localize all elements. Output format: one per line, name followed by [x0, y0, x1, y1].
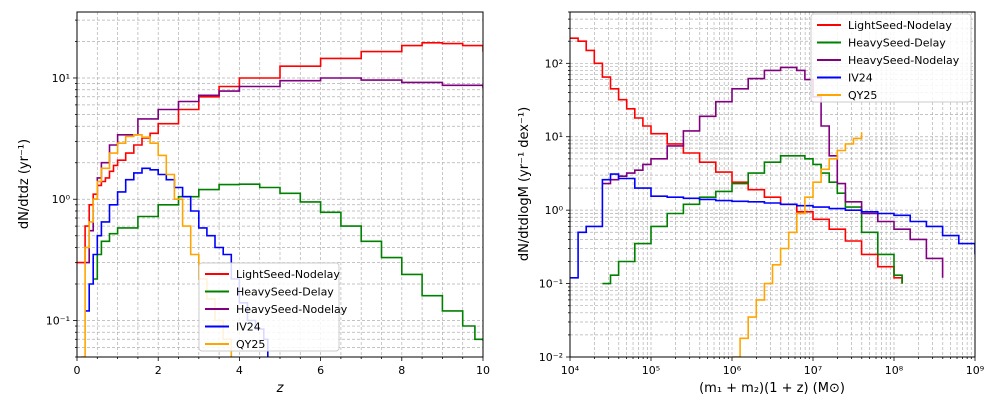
x-tick-label: 6: [317, 364, 324, 377]
legend-label: HeavySeed-Delay: [848, 37, 946, 50]
y-tick-label: 10⁻²: [539, 351, 563, 364]
legend-label: QY25: [236, 338, 265, 351]
y-tick-label: 10⁻¹: [539, 278, 563, 291]
legend-right: LightSeed-Nodelay HeavySeed-Delay HeavySee…: [810, 13, 972, 103]
x-axis-label-right: (m₁ + m₂)(1 + z) (M⊙): [699, 381, 845, 396]
legend-box: [198, 262, 340, 352]
x-axis-label-left: z: [276, 381, 285, 396]
series-lightseed-nodelay: [570, 37, 903, 284]
chart-left: 0 2 4 6 8 10 10⁻¹ 10⁰ 10¹ z dN/dtdz (yr⁻¹) Light…: [17, 11, 490, 396]
y-tick-label: 10⁰: [545, 204, 564, 217]
y-tick-label: 10⁻¹: [46, 314, 70, 327]
y-axis-label-left: dN/dtdz (yr⁻¹): [17, 139, 32, 229]
x-tick-label: 10⁴: [561, 364, 580, 377]
x-tick-label: 10⁹: [966, 364, 984, 377]
x-tick-label: 4: [236, 364, 243, 377]
ticks-right: 10⁴ 10⁵ 10⁶ 10⁷ 10⁸ 10⁹ 10⁻² 10⁻¹ 10⁰ 10¹ 10²: [539, 11, 984, 377]
grid-left: [76, 12, 484, 358]
series-right: [570, 37, 975, 357]
x-tick-label: 10⁸: [885, 364, 904, 377]
y-tick-label: 10²: [545, 57, 563, 70]
series-qy25: [732, 132, 863, 357]
y-tick-label: 10¹: [545, 131, 563, 144]
legend-label: HeavySeed-Nodelay: [848, 54, 960, 67]
legend-label: LightSeed-Nodelay: [848, 19, 952, 32]
legend-label: IV24: [236, 321, 261, 334]
y-axis-label-right: dN/dtdlogM (yr⁻¹ dex⁻¹): [517, 107, 532, 261]
legend-label: HeavySeed-Nodelay: [236, 303, 348, 316]
legend-label: LightSeed-Nodelay: [236, 268, 340, 281]
series-heavyseed-delay: [93, 183, 483, 341]
ticks-left: 0 2 4 6 8 10 10⁻¹ 10⁰ 10¹: [46, 19, 490, 377]
series-iv24: [570, 173, 975, 279]
y-axis-label-left-text: dN/dtdz (yr⁻¹): [17, 139, 32, 229]
legend-label: QY25: [848, 89, 877, 102]
x-tick-label: 10: [476, 364, 490, 377]
legend-label: IV24: [848, 72, 873, 85]
y-tick-label: 10⁰: [52, 193, 71, 206]
series-lightseed-nodelay: [77, 42, 483, 264]
legend-box: [810, 13, 972, 103]
series-heavyseed-nodelay: [85, 77, 483, 264]
legend-left: LightSeed-Nodelay HeavySeed-Delay HeavySee…: [198, 262, 348, 352]
y-tick-label: 10¹: [52, 72, 70, 85]
x-tick-label: 10⁷: [804, 364, 822, 377]
axes-frame-right: [569, 11, 976, 358]
series-heavyseed-delay: [602, 155, 903, 285]
chart-right: 10⁴ 10⁵ 10⁶ 10⁷ 10⁸ 10⁹ 10⁻² 10⁻¹ 10⁰ 10¹ 10² (m₁ …: [517, 11, 984, 396]
x-tick-label: 0: [74, 364, 81, 377]
x-tick-label: 2: [155, 364, 162, 377]
y-axis-label-right-text: dN/dtdlogM (yr⁻¹ dex⁻¹): [517, 107, 532, 261]
x-tick-label: 10⁵: [642, 364, 660, 377]
legend-label: HeavySeed-Delay: [236, 286, 334, 299]
x-tick-label: 10⁶: [723, 364, 742, 377]
x-tick-label: 8: [398, 364, 405, 377]
